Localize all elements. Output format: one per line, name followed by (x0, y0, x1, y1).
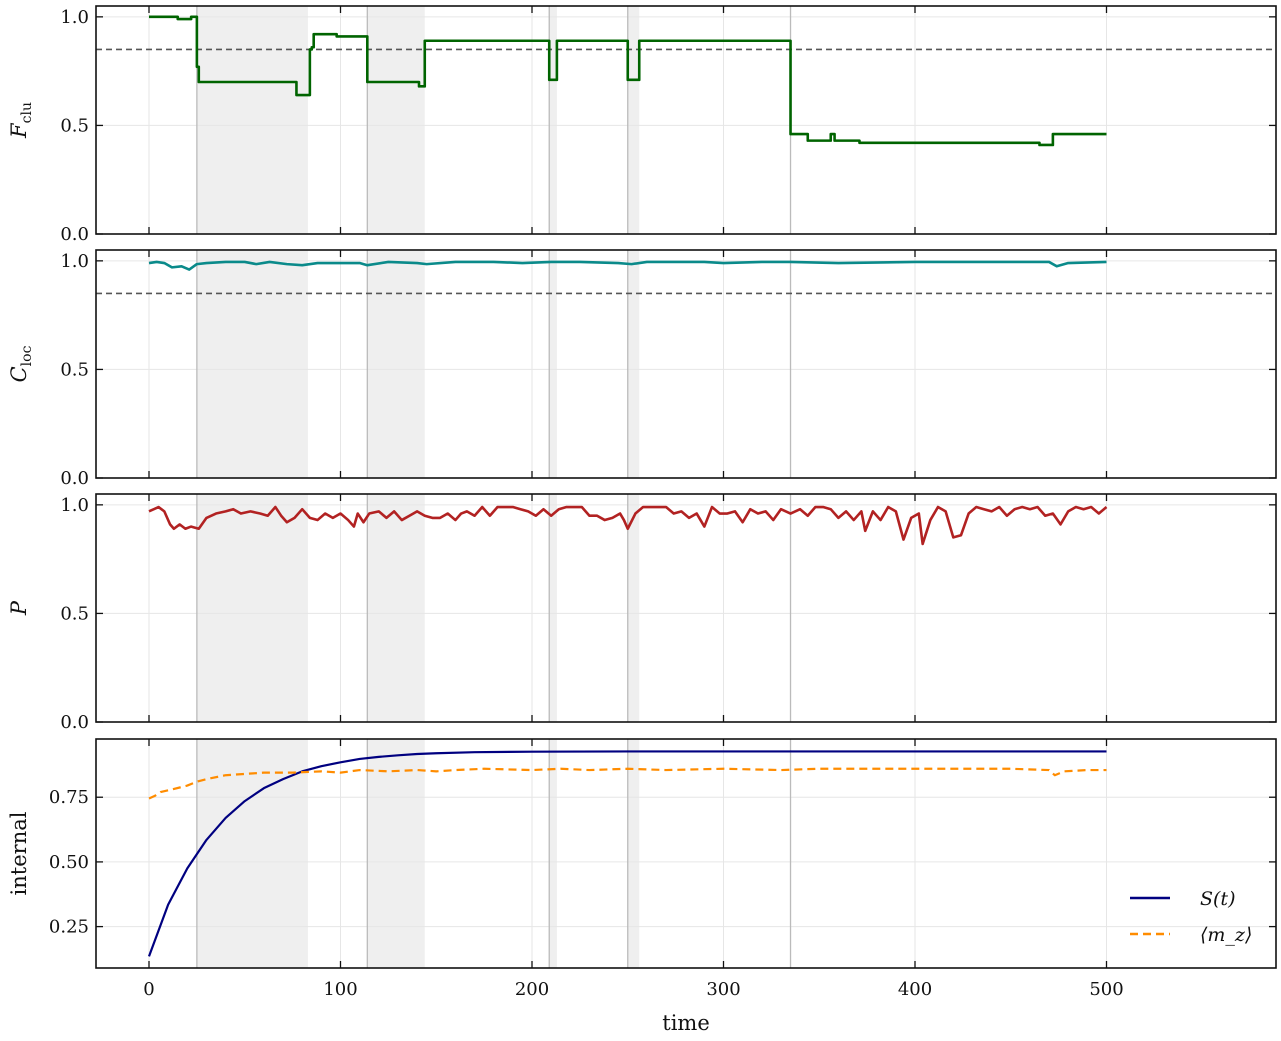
shaded-interval (196, 6, 308, 234)
y-tick-label: 0.5 (60, 603, 89, 624)
y-tick-label: 1.0 (60, 251, 89, 272)
y-tick-label: 0.5 (60, 115, 89, 136)
shaded-interval (627, 494, 640, 722)
x-tick-label: 0 (143, 979, 154, 1000)
shaded-interval (549, 739, 557, 968)
panel-1: 0.0 0.5 1.0 Fclu (7, 5, 1277, 245)
shaded-interval (367, 250, 425, 478)
shaded-interval (549, 6, 557, 234)
y-tick-label: 0.0 (60, 468, 89, 489)
x-tick-label: 100 (323, 979, 357, 1000)
y-tick-label: 0.75 (49, 787, 89, 808)
panel-4: 0 100 200 300 400 500 0.25 0.50 0.75 internal S(t)… (7, 738, 1277, 1000)
series-line-c-loc (148, 260, 1107, 271)
legend-label: S(t) (1200, 888, 1235, 910)
shaded-interval (627, 6, 640, 234)
y-tick-label: 0.5 (60, 359, 89, 380)
shaded-interval (549, 250, 557, 478)
y-tick-label: 1.0 (60, 7, 89, 28)
y-tick-label: 0.0 (60, 224, 89, 245)
shaded-interval (196, 250, 308, 478)
shaded-interval (367, 739, 425, 968)
shaded-interval (367, 494, 425, 722)
y-axis-label-sub: loc (19, 345, 35, 366)
panel-frame (95, 493, 1277, 723)
y-axis-label-main: F (7, 122, 31, 139)
y-tick-label: 0.25 (49, 917, 89, 938)
y-axis-label: P (7, 600, 31, 616)
series-line-p (148, 505, 1108, 546)
panel-frame (95, 5, 1277, 235)
series-line-m-z (148, 767, 1107, 800)
shaded-interval (367, 6, 425, 234)
x-axis-label: time (662, 1011, 710, 1035)
panel-2: 0.0 0.5 1.0 Cloc (7, 249, 1277, 489)
shaded-interval (627, 739, 640, 968)
y-axis-label: Fclu (7, 102, 35, 139)
series-line-f-clu (149, 15, 1107, 147)
shaded-interval (549, 494, 557, 722)
x-tick-label: 200 (515, 979, 549, 1000)
y-axis-label: Cloc (7, 345, 35, 382)
panel-frame (95, 249, 1277, 479)
legend-label: ⟨m_z⟩ (1200, 924, 1252, 946)
x-tick-label: 500 (1089, 979, 1123, 1000)
y-tick-label: 1.0 (60, 495, 89, 516)
x-tick-label: 300 (706, 979, 740, 1000)
x-tick-label: 400 (898, 979, 932, 1000)
shaded-interval (627, 250, 640, 478)
y-axis-label-sub: clu (19, 102, 35, 123)
y-axis-label: internal (7, 811, 31, 895)
y-axis-label-main: C (7, 366, 31, 382)
series-line-s (147, 750, 1107, 957)
panel-frame (95, 738, 1277, 969)
y-tick-label: 0.50 (49, 852, 89, 873)
shaded-interval (196, 494, 308, 722)
y-tick-label: 0.0 (60, 712, 89, 733)
panel-3: 0.0 0.5 1.0 P (7, 493, 1277, 733)
